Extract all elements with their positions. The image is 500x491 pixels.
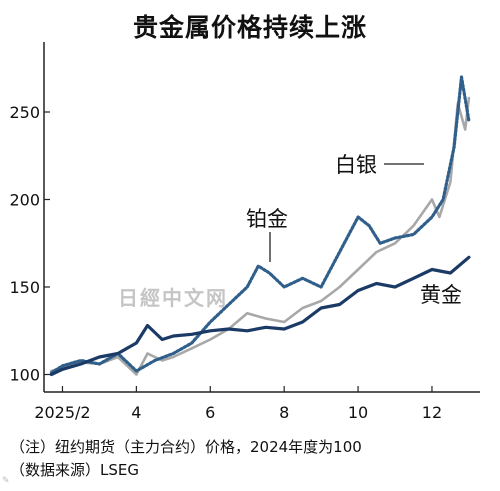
- x-tick-label: 2025/2: [34, 403, 90, 422]
- y-tick-label: 200: [9, 191, 40, 210]
- series-line-gold: [49, 255, 471, 377]
- series-label-silver: 白银: [335, 153, 377, 177]
- series-label-gold: 黄金: [420, 283, 462, 307]
- corner-watermark: ✎: [2, 476, 10, 486]
- x-tick-label: 4: [131, 403, 141, 422]
- x-tick-label: 8: [279, 403, 289, 422]
- series-line-platinum: [49, 75, 471, 375]
- chart-axes: 100 150 200 250 2025/2 4 6 8 10 12: [9, 42, 480, 422]
- series-label-platinum: 铂金: [246, 207, 288, 231]
- chart-title: 贵金属价格持续上涨: [132, 13, 367, 42]
- y-tick-label: 150: [9, 278, 40, 297]
- y-tick-label: 250: [9, 103, 40, 122]
- chart-plot-area: [49, 75, 471, 377]
- watermark-logo: 日經中文网: [118, 286, 228, 310]
- chart-source: （数据来源）LSEG: [10, 461, 139, 479]
- chart-note: （注）纽约期货（主力合约）价格，2024年度为100: [10, 438, 362, 456]
- series-line-silver: [50, 96, 471, 376]
- x-tick-label: 10: [348, 403, 368, 422]
- x-tick-label: 12: [422, 403, 442, 422]
- x-tick-label: 6: [205, 403, 215, 422]
- y-tick-label: 100: [9, 366, 40, 385]
